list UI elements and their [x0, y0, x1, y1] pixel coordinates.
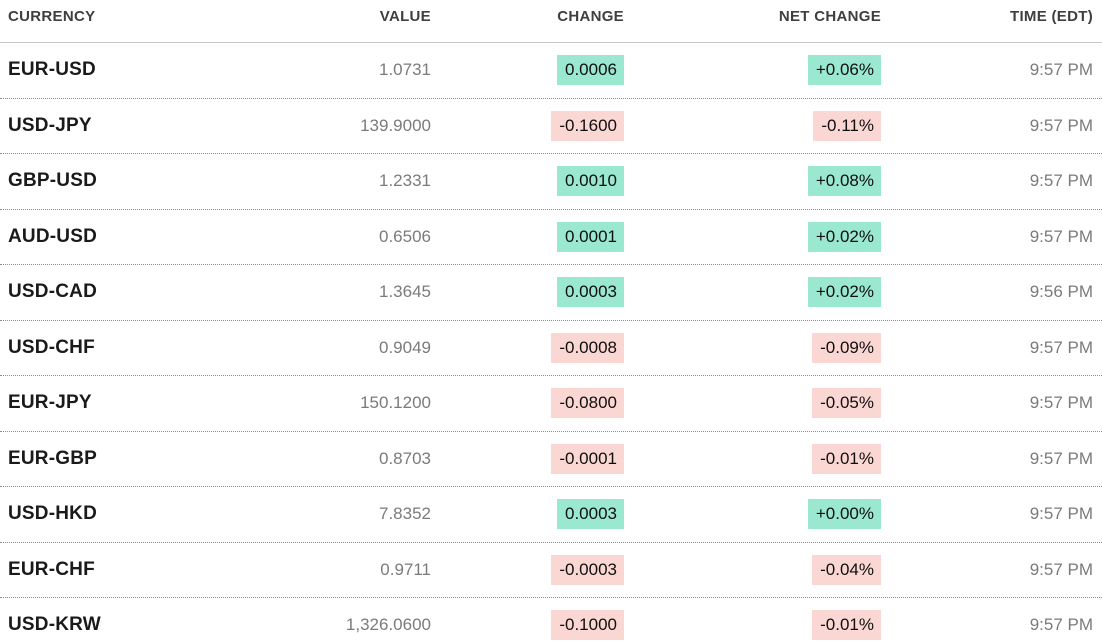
currency-pair[interactable]: GBP-USD [8, 170, 98, 192]
time-value: 9:57 PM [1029, 171, 1093, 191]
change-badge: -0.0001 [551, 443, 624, 474]
net-change-badge: -0.01% [812, 443, 881, 474]
net-change-badge: +0.02% [807, 221, 881, 252]
change-badge: 0.0003 [557, 277, 624, 308]
currency-pair[interactable]: EUR-CHF [8, 558, 95, 580]
currency-pair[interactable]: EUR-USD [8, 59, 96, 81]
currency-value: 0.9711 [380, 559, 431, 579]
currency-pair[interactable]: EUR-JPY [8, 392, 92, 414]
time-value: 9:57 PM [1029, 559, 1093, 579]
change-badge: 0.0006 [557, 55, 624, 86]
change-badge: 0.0003 [557, 499, 624, 530]
table-row[interactable]: EUR-GBP 0.8703 -0.0001 -0.01% 9:57 PM [0, 432, 1102, 487]
currency-value: 150.1200 [360, 393, 431, 413]
net-change-badge: -0.05% [812, 388, 881, 419]
net-change-badge: +0.06% [807, 55, 881, 86]
time-value: 9:56 PM [1029, 282, 1093, 302]
currency-pair[interactable]: AUD-USD [8, 225, 98, 247]
time-value: 9:57 PM [1029, 60, 1093, 80]
net-change-badge: +0.02% [807, 277, 881, 308]
table-row[interactable]: EUR-CHF 0.9711 -0.0003 -0.04% 9:57 PM [0, 543, 1102, 598]
table-row[interactable]: USD-KRW 1,326.0600 -0.1000 -0.01% 9:57 P… [0, 598, 1102, 644]
change-badge: -0.1600 [551, 110, 624, 141]
currency-value: 139.9000 [360, 115, 431, 135]
table-row[interactable]: GBP-USD 1.2331 0.0010 +0.08% 9:57 PM [0, 154, 1102, 210]
table-row[interactable]: USD-HKD 7.8352 0.0003 +0.00% 9:57 PM [0, 487, 1102, 543]
currency-value: 1.3645 [379, 282, 431, 302]
time-value: 9:57 PM [1029, 393, 1093, 413]
time-value: 9:57 PM [1029, 504, 1093, 524]
time-value: 9:57 PM [1029, 226, 1093, 246]
net-change-badge: +0.08% [807, 166, 881, 197]
net-change-badge: +0.00% [807, 499, 881, 530]
change-badge: -0.0008 [551, 332, 624, 363]
currency-value: 1.0731 [379, 60, 431, 80]
change-badge: -0.0800 [551, 388, 624, 419]
currency-value: 0.8703 [379, 448, 431, 468]
currency-pair[interactable]: USD-CAD [8, 281, 98, 303]
net-change-badge: -0.11% [813, 110, 881, 141]
currency-pair[interactable]: EUR-GBP [8, 447, 98, 469]
change-badge: -0.0003 [551, 554, 624, 585]
currency-pair[interactable]: USD-HKD [8, 503, 98, 525]
time-value: 9:57 PM [1029, 615, 1093, 635]
table-row[interactable]: AUD-USD 0.6506 0.0001 +0.02% 9:57 PM [0, 210, 1102, 265]
table-row[interactable]: EUR-USD 1.0731 0.0006 +0.06% 9:57 PM [0, 43, 1102, 99]
header-change: CHANGE [557, 8, 624, 25]
header-value: VALUE [379, 8, 431, 25]
currency-value: 1.2331 [379, 171, 431, 191]
header-net-change: NET CHANGE [778, 8, 881, 25]
time-value: 9:57 PM [1029, 115, 1093, 135]
time-value: 9:57 PM [1029, 448, 1093, 468]
change-badge: 0.0001 [557, 221, 624, 252]
currency-value: 1,326.0600 [345, 615, 431, 635]
table-row[interactable]: USD-CAD 1.3645 0.0003 +0.02% 9:56 PM [0, 265, 1102, 321]
net-change-badge: -0.04% [812, 554, 881, 585]
header-currency: CURRENCY [8, 8, 96, 25]
currency-value: 7.8352 [379, 504, 431, 524]
currency-value: 0.9049 [379, 337, 431, 357]
net-change-badge: -0.09% [812, 332, 881, 363]
table-row[interactable]: USD-CHF 0.9049 -0.0008 -0.09% 9:57 PM [0, 321, 1102, 376]
table-header-row: CURRENCY VALUE CHANGE NET CHANGE TIME (E… [0, 0, 1102, 43]
currency-value: 0.6506 [379, 226, 431, 246]
table-row[interactable]: USD-JPY 139.9000 -0.1600 -0.11% 9:57 PM [0, 99, 1102, 154]
time-value: 9:57 PM [1029, 337, 1093, 357]
currency-pair[interactable]: USD-KRW [8, 614, 101, 636]
currency-pair[interactable]: USD-CHF [8, 336, 95, 358]
change-badge: 0.0010 [557, 166, 624, 197]
currency-pair[interactable]: USD-JPY [8, 114, 92, 136]
table-row[interactable]: EUR-JPY 150.1200 -0.0800 -0.05% 9:57 PM [0, 376, 1102, 432]
change-badge: -0.1000 [551, 610, 624, 641]
net-change-badge: -0.01% [812, 610, 881, 641]
header-time-edt: TIME (EDT) [1010, 8, 1093, 25]
